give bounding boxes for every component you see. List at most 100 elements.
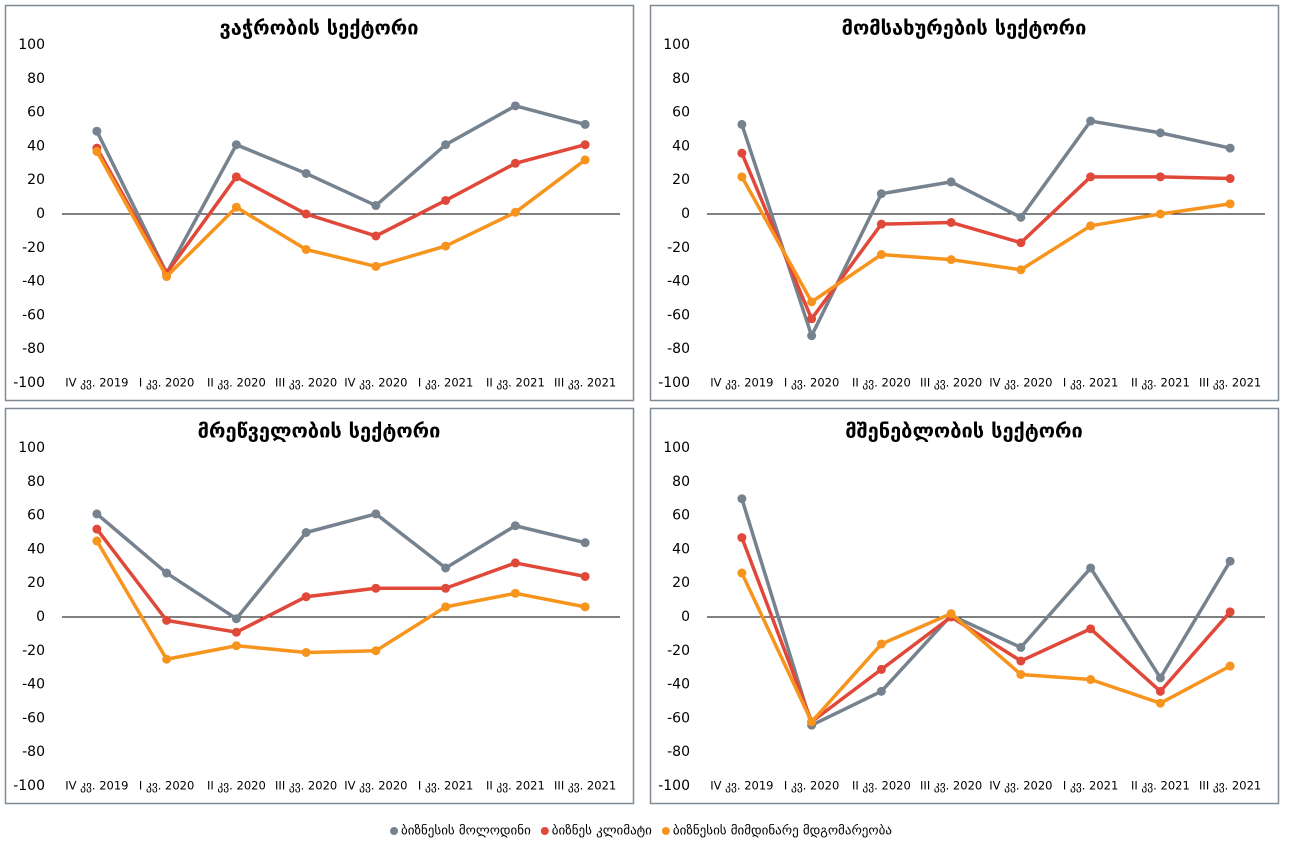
series-line: [95, 540, 586, 661]
legend: ბიზნესის მოლოდინი ბიზნეს კლიმატი ბიზნესის …: [390, 824, 892, 839]
x-tick-label: II კვ. 2021: [1131, 376, 1190, 390]
data-point: [162, 272, 172, 282]
data-point: [510, 158, 520, 168]
y-tick-label: -40: [22, 274, 45, 290]
data-point: [946, 255, 956, 265]
series-line: [740, 152, 1231, 321]
y-tick-label: -60: [22, 710, 45, 726]
y-tick-label: 60: [27, 508, 45, 524]
y-tick-label: -40: [667, 274, 690, 290]
y-tick-label: -20: [667, 643, 690, 659]
x-tick-label: III კვ. 2020: [920, 779, 982, 793]
x-tick-label: III კვ. 2021: [1199, 779, 1261, 793]
data-point: [441, 583, 451, 593]
y-tick-label: -80: [22, 744, 45, 760]
data-point: [1225, 174, 1235, 184]
y-tick-label: -80: [667, 341, 690, 357]
data-point: [301, 244, 311, 254]
data-point: [441, 195, 451, 205]
x-tick-label: I კვ. 2021: [1063, 376, 1118, 390]
data-point: [1155, 673, 1165, 683]
data-point: [510, 588, 520, 598]
y-tick-label: 80: [27, 71, 45, 87]
x-tick-label: IV კვ. 2020: [989, 779, 1052, 793]
x-tick-label: I კვ. 2020: [139, 779, 194, 793]
data-point: [737, 533, 747, 543]
data-point: [876, 250, 886, 260]
x-tick-label: II კვ. 2021: [486, 376, 545, 390]
data-point: [1155, 686, 1165, 696]
data-point: [231, 172, 241, 182]
data-point: [371, 509, 381, 519]
data-point: [876, 639, 886, 649]
data-point: [231, 627, 241, 637]
data-point: [301, 168, 311, 178]
x-tick-label: II კვ. 2020: [207, 376, 266, 390]
x-tick-label: II კვ. 2021: [1131, 779, 1190, 793]
x-tick-label: I კვ. 2021: [418, 779, 473, 793]
data-point: [876, 189, 886, 199]
data-point: [580, 155, 590, 165]
data-point: [371, 583, 381, 593]
data-point: [876, 686, 886, 696]
x-tick-label: III კვ. 2021: [554, 376, 616, 390]
data-point: [301, 592, 311, 602]
data-point: [1016, 669, 1026, 679]
y-tick-label: -60: [22, 307, 45, 323]
x-tick-label: III კვ. 2020: [920, 376, 982, 390]
data-point: [1016, 238, 1026, 248]
data-point: [1086, 172, 1096, 182]
legend-label: ბიზნესის მოლოდინი: [401, 824, 531, 839]
y-tick-label: -20: [22, 643, 45, 659]
y-tick-label: 0: [36, 206, 45, 222]
data-point: [441, 602, 451, 612]
data-point: [92, 146, 102, 156]
y-tick-label: -60: [667, 307, 690, 323]
y-tick-label: 0: [681, 609, 690, 625]
y-tick-label: -60: [667, 710, 690, 726]
x-tick-label: III კვ. 2020: [275, 376, 337, 390]
data-point: [301, 647, 311, 657]
y-tick-label: 80: [672, 474, 690, 490]
data-point: [1016, 656, 1026, 666]
data-point: [807, 314, 817, 324]
x-tick-label: IV კვ. 2020: [344, 779, 407, 793]
y-tick-label: -80: [22, 341, 45, 357]
x-tick-label: II კვ. 2020: [207, 779, 266, 793]
data-point: [510, 558, 520, 568]
x-tick-label: III კვ. 2021: [554, 779, 616, 793]
data-point: [737, 568, 747, 578]
y-tick-label: 100: [663, 37, 690, 53]
data-point: [510, 207, 520, 217]
data-point: [231, 614, 241, 624]
data-point: [1086, 563, 1096, 573]
data-point: [1086, 624, 1096, 634]
data-point: [580, 602, 590, 612]
x-tick-label: IV კვ. 2020: [989, 376, 1052, 390]
data-point: [1086, 221, 1096, 231]
data-point: [1155, 698, 1165, 708]
legend-marker: [540, 827, 549, 835]
x-tick-label: II კვ. 2020: [852, 376, 911, 390]
x-tick-label: II კვ. 2021: [486, 779, 545, 793]
data-point: [510, 521, 520, 531]
chart-panel: ვაჭრობის სექტორი -100 -80 -60 -40 -20 0 20 40 60 8…: [4, 4, 635, 402]
y-tick-label: -20: [667, 240, 690, 256]
y-tick-label: -80: [667, 744, 690, 760]
x-tick-label: IV კვ. 2019: [710, 376, 773, 390]
panel-border: [4, 407, 635, 805]
y-tick-label: 60: [672, 508, 690, 524]
y-tick-label: -100: [13, 375, 45, 391]
y-tick-label: 20: [27, 172, 45, 188]
x-tick-label: III კვ. 2020: [275, 779, 337, 793]
data-point: [807, 717, 817, 727]
data-point: [1155, 172, 1165, 182]
panel-border: [4, 4, 635, 402]
y-tick-label: 0: [681, 206, 690, 222]
data-point: [807, 297, 817, 307]
data-point: [580, 571, 590, 581]
series-line: [740, 175, 1231, 304]
data-point: [92, 524, 102, 534]
data-point: [231, 140, 241, 150]
chart-panel: მრეწველობის სექტორი -100 -80 -60 -40 -20 0 20 40…: [4, 407, 635, 805]
